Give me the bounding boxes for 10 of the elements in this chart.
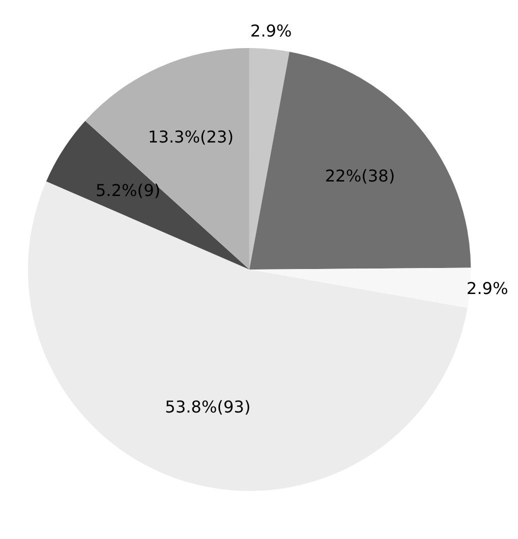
data-label: 13.3%(23)	[148, 127, 234, 146]
pie-slice	[85, 48, 250, 270]
pie-slice	[249, 48, 290, 270]
pie-slice	[249, 52, 471, 270]
data-label: 53.8%(93)	[165, 398, 251, 417]
pie-slice	[46, 120, 250, 270]
data-label: 2.9%	[250, 22, 292, 41]
data-label: 2.9%	[466, 279, 508, 298]
data-label: 22%(38)	[325, 166, 395, 186]
data-label: 5.2%(9)	[96, 181, 160, 200]
